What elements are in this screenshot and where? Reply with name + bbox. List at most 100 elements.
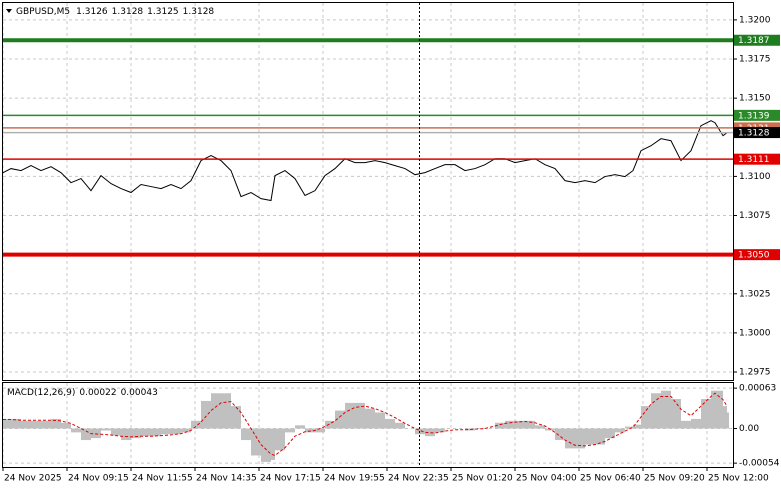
x-tick-label: 24 Nov 17:15 (260, 474, 321, 484)
level-label-box (734, 127, 780, 139)
y-tick-label: 1.3075 (739, 211, 771, 221)
y-tick-label: 1.3150 (739, 94, 771, 104)
macd-bar (435, 428, 445, 433)
signal-line (3, 392, 728, 457)
high: 1.3128 (112, 7, 144, 17)
macd-frame (2, 382, 734, 468)
x-tick-label: 24 Nov 11:55 (132, 474, 193, 484)
macd-bar (181, 428, 191, 433)
macd-bar (641, 406, 651, 429)
macd-bar (11, 418, 21, 429)
x-tick-label: 24 Nov 09:15 (68, 474, 129, 484)
macd-bar (661, 390, 671, 429)
y-tick-label: 1.3200 (739, 15, 771, 25)
macd-bar (355, 402, 365, 429)
low: 1.3125 (147, 7, 179, 17)
level-label-box (734, 34, 780, 46)
level-label: 1.3139 (738, 111, 770, 121)
macd-bar (515, 420, 525, 429)
macd-bar (61, 422, 71, 429)
macd-bar (31, 420, 41, 429)
level-label: 1.3050 (738, 251, 770, 261)
macd-bar (131, 428, 141, 439)
x-tick-label: 25 Nov 12:00 (708, 474, 769, 484)
macd-bar (51, 418, 61, 429)
x-tick-label: 25 Nov 06:40 (580, 474, 641, 484)
macd-bar (285, 428, 295, 433)
y-tick-label: 1.3025 (739, 289, 771, 299)
x-tick-label: 24 Nov 19:55 (324, 474, 385, 484)
y-tick-label: -0.00054 (739, 459, 780, 469)
macd-bar (231, 406, 241, 429)
macd-bar (681, 420, 691, 429)
macd-bar (211, 393, 221, 429)
macd-bar (345, 402, 355, 429)
macd-bar (425, 428, 435, 437)
macd-bar (375, 412, 385, 429)
macd-bar (575, 428, 585, 449)
macd-bar (605, 428, 615, 439)
macd-bar (555, 428, 565, 441)
macd-bar (275, 428, 285, 451)
macd-bar (701, 399, 711, 429)
y-tick-label: 1.2975 (739, 368, 771, 378)
macd-bar (191, 420, 201, 429)
macd-bar (625, 426, 633, 429)
macd-title: MACD(12,26,9) (7, 388, 75, 398)
macd-bar (671, 399, 681, 429)
macd-bar (3, 418, 11, 429)
price-header: GBPUSD,M5 1.3126 1.3128 1.3125 1.3128 (16, 7, 214, 17)
macd-bar (261, 428, 271, 462)
macd-bar (723, 406, 727, 429)
x-tick-label: 24 Nov 22:35 (388, 474, 449, 484)
macd-bar (691, 418, 701, 429)
macd-bar (385, 418, 395, 429)
y-tick-label: 0.00063 (739, 384, 776, 394)
level-label: 1.3187 (738, 36, 770, 46)
macd-bar (325, 420, 335, 429)
macd-bar (651, 393, 661, 429)
macd-bar (305, 428, 315, 433)
x-tick-label: 25 Nov 09:20 (644, 474, 705, 484)
macd-bar (535, 425, 545, 429)
x-tick-label: 24 Nov 2025 (4, 474, 62, 484)
macd-bar (101, 428, 111, 431)
macd-bar (295, 425, 305, 429)
macd-bar (41, 420, 51, 429)
macd-bar (711, 390, 715, 429)
macd-bar (171, 428, 181, 435)
macd-bar (21, 420, 31, 429)
macd-bar (495, 422, 505, 429)
macd-bar (595, 428, 605, 445)
macd-bar (81, 428, 91, 441)
price-line (2, 120, 728, 202)
macd-bar (161, 428, 171, 435)
macd-bar (395, 422, 405, 429)
macd-bar (241, 428, 251, 441)
macd-bar (335, 410, 345, 429)
plot-layer: 24 Nov 2025 24 Nov 09:15 24 Nov 11:55 24 No… (2, 3, 780, 484)
macd-bar (111, 428, 121, 436)
macd-main: 0.00022 (79, 388, 116, 398)
macd-bar (71, 428, 81, 433)
close: 1.3128 (183, 7, 215, 17)
macd-bar (221, 393, 231, 429)
macd-bar (715, 390, 723, 429)
macd-bar (525, 420, 535, 429)
level-label: 1.3128 (738, 129, 770, 139)
macd-bar (91, 428, 101, 439)
macd-bar (727, 412, 729, 429)
macd-bar (121, 428, 131, 441)
x-tick-label: 25 Nov 04:00 (516, 474, 577, 484)
y-tick-label: 1.3100 (739, 172, 771, 182)
menu-arrow (6, 9, 12, 13)
level-label-box (734, 109, 780, 121)
open: 1.3126 (76, 7, 108, 17)
x-tick-label: 24 Nov 14:35 (196, 474, 257, 484)
symbol: GBPUSD,M5 (16, 7, 70, 17)
y-tick-label: 0.00 (739, 424, 759, 434)
macd-bar (271, 428, 275, 460)
macd-bar (615, 428, 625, 433)
